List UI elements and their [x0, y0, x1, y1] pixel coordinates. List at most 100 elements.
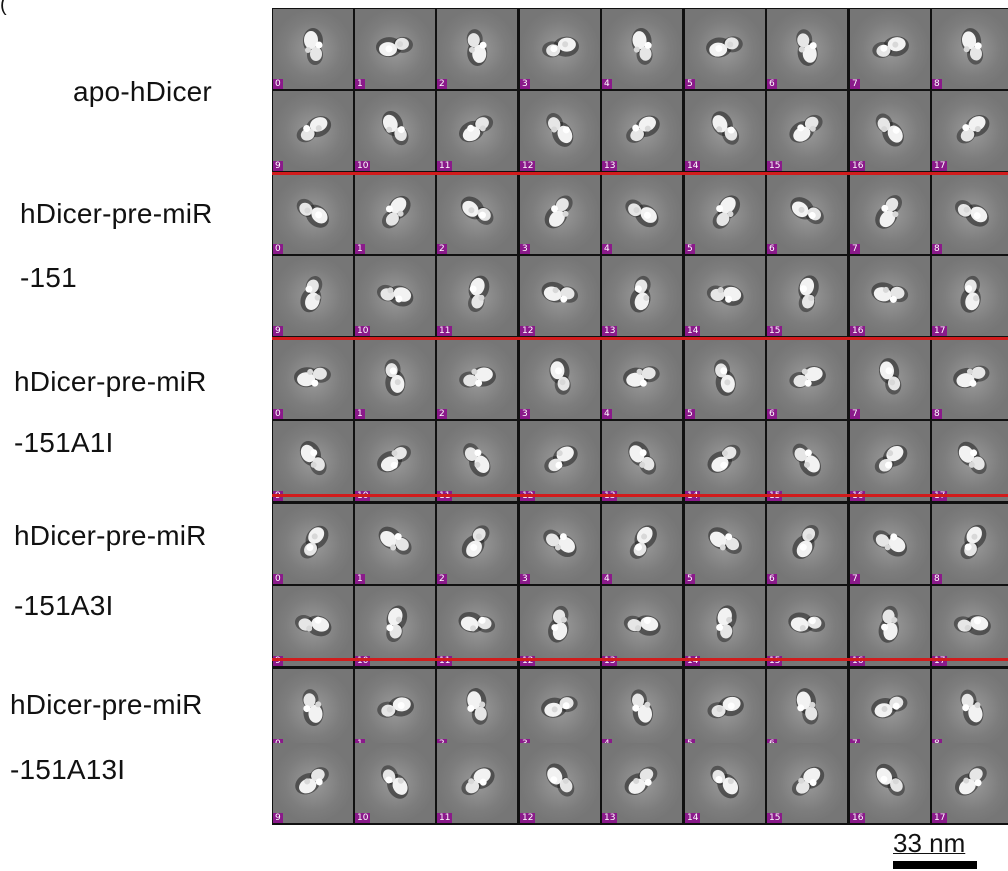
class-index-badge: 4	[602, 244, 612, 254]
particle-image	[602, 504, 682, 584]
particle-image	[602, 421, 682, 501]
group-label-pre-mir-151-line2: -151	[20, 262, 77, 293]
class-average-tile: 10	[355, 256, 435, 336]
class-index-badge: 1	[355, 574, 365, 584]
class-index-badge: 9	[273, 656, 283, 666]
group-divider	[272, 494, 1008, 497]
particle-image	[685, 586, 765, 666]
particle-image	[932, 421, 1008, 501]
class-index-badge: 5	[685, 409, 695, 419]
class-average-tile: 16	[850, 586, 930, 666]
particle-image	[932, 743, 1008, 823]
class-average-tile: 10	[355, 743, 435, 823]
particle-image	[437, 743, 517, 823]
class-average-tile: 1	[355, 9, 435, 89]
particle-image	[602, 91, 682, 171]
particle-image	[273, 174, 353, 254]
particle-image	[355, 91, 435, 171]
group-label-pre-mir-151a1i-line1: hDicer-pre-miR	[14, 366, 207, 397]
particle-image	[685, 504, 765, 584]
particle-image	[767, 174, 847, 254]
group-label-apo-hdicer: apo-hDicer	[73, 76, 212, 107]
class-index-badge: 14	[685, 326, 701, 336]
class-index-badge: 12	[520, 813, 536, 823]
particle-image	[273, 339, 353, 419]
particle-image	[767, 504, 847, 584]
class-average-tile: 2	[437, 174, 517, 254]
group-label-pre-mir-151a3i-line2: -151A3I	[14, 590, 114, 621]
class-index-badge: 16	[850, 326, 866, 336]
class-index-badge: 11	[437, 161, 453, 171]
particle-image	[355, 743, 435, 823]
class-index-badge: 5	[685, 574, 695, 584]
class-average-tile: 8	[932, 174, 1008, 254]
particle-image	[273, 586, 353, 666]
particle-image	[767, 91, 847, 171]
class-average-tile: 0	[273, 9, 353, 89]
particle-image	[273, 743, 353, 823]
class-index-badge: 15	[767, 161, 783, 171]
class-average-tile: 12	[520, 91, 600, 171]
particle-image	[437, 256, 517, 336]
class-average-tile: 13	[602, 256, 682, 336]
class-index-badge: 10	[355, 656, 371, 666]
class-average-tile: 0	[273, 339, 353, 419]
particle-image	[437, 586, 517, 666]
class-average-tile: 5	[685, 9, 765, 89]
group-divider	[272, 337, 1008, 340]
particle-image	[850, 669, 930, 749]
class-average-tile: 8	[932, 9, 1008, 89]
class-average-tile: 2	[437, 9, 517, 89]
class-index-badge: 13	[602, 326, 618, 336]
class-average-tile: 1	[355, 504, 435, 584]
class-index-badge: 6	[767, 574, 777, 584]
group-label-pre-mir-151a1i-line2: -151A1I	[14, 427, 114, 458]
class-average-tile: 17	[932, 586, 1008, 666]
particle-image	[932, 174, 1008, 254]
class-average-tile: 0	[273, 504, 353, 584]
particle-image	[932, 586, 1008, 666]
particle-image	[932, 256, 1008, 336]
particle-image	[850, 91, 930, 171]
class-average-tile: 11	[437, 586, 517, 666]
particle-image	[355, 504, 435, 584]
particle-image	[520, 256, 600, 336]
particle-image	[602, 256, 682, 336]
class-average-tile: 1	[355, 669, 435, 749]
class-average-tile: 11	[437, 421, 517, 501]
class-index-badge: 3	[520, 79, 530, 89]
class-average-tile: 6	[767, 174, 847, 254]
class-average-tile: 12	[520, 256, 600, 336]
class-index-badge: 15	[767, 326, 783, 336]
class-index-badge: 7	[850, 244, 860, 254]
class-index-badge: 14	[685, 161, 701, 171]
class-index-badge: 8	[932, 244, 942, 254]
class-average-tile: 17	[932, 256, 1008, 336]
class-index-badge: 0	[273, 574, 283, 584]
class-average-tile: 15	[767, 256, 847, 336]
particle-image	[437, 504, 517, 584]
class-average-tile: 7	[850, 9, 930, 89]
class-average-tile: 9	[273, 586, 353, 666]
class-index-badge: 5	[685, 79, 695, 89]
particle-image	[685, 421, 765, 501]
class-average-tile: 2	[437, 504, 517, 584]
class-average-tile: 4	[602, 669, 682, 749]
class-index-badge: 8	[932, 574, 942, 584]
class-average-tile: 14	[685, 743, 765, 823]
group-divider	[272, 658, 1008, 661]
particle-image	[932, 669, 1008, 749]
particle-image	[767, 743, 847, 823]
particle-image	[602, 174, 682, 254]
class-average-tile: 3	[520, 504, 600, 584]
class-index-badge: 4	[602, 409, 612, 419]
class-index-badge: 11	[437, 656, 453, 666]
class-index-badge: 16	[850, 813, 866, 823]
class-average-tile: 2	[437, 669, 517, 749]
particle-image	[602, 339, 682, 419]
particle-image	[273, 9, 353, 89]
particle-image	[437, 91, 517, 171]
particle-image	[273, 504, 353, 584]
class-average-tile: 14	[685, 91, 765, 171]
class-average-tile: 4	[602, 339, 682, 419]
